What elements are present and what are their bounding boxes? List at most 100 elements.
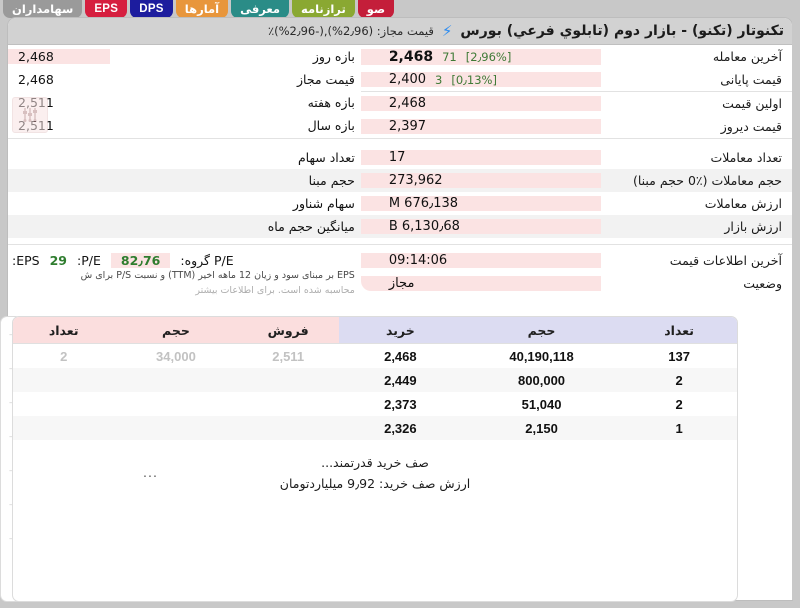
cell-sell-count [13,416,115,440]
header-buy-price[interactable]: خرید [338,317,462,344]
cell-buy-price: 2,326 [338,416,462,440]
value-text: 17 [388,150,406,165]
header-buy-volume[interactable]: حجم [461,317,622,344]
row-year-range: بازه سال 2,511 [8,114,361,137]
row-value: 2,468 [8,49,111,64]
value-text: 273,962 [388,173,443,188]
row-value: مجاز [360,276,601,291]
table-row[interactable]: 2 800,000 2,449 [13,368,737,392]
tab-statistics[interactable]: آمارها [175,0,229,18]
buy-queue-message: صف خرید قدرتمند... ارزش صف خرید: 9٫92 می… [13,440,737,501]
row-value: 6,130٫68 B [360,219,601,234]
table-row[interactable]: 137 40,190,118 2,468 2,511 34,000 2 [13,344,737,369]
row-label: حجم معاملات (٪0 حجم مبنا) [632,173,782,188]
cell-sell-volume [114,392,237,416]
cell-buy-count: 137 [668,348,690,364]
row-allowed-price: قیمت مجاز 2,468 [8,68,361,91]
value-text: 6,130٫68 B [388,219,460,234]
eps-value: 29 [49,253,68,268]
divider [8,244,792,245]
queue-line-1: صف خرید قدرتمند... [321,455,429,470]
pe-value: 82٫76 [110,253,171,268]
row-trade-value: ارزش معاملات 676٫138 M [360,192,792,215]
shares-column: تعداد سهام حجم مبنا سهام شناور میانگین ح… [8,146,361,238]
cell-buy-volume: 51,040 [521,396,562,412]
row-value: 2,468 [18,72,54,87]
row-trade-count: تعداد معاملات 17 [360,146,792,169]
row-value: 676٫138 M [360,196,601,211]
orderbook-panel: تعداد حجم خرید فروش حجم تعداد 137 40,190,… [12,316,738,602]
eps-label: EPS: [12,253,40,268]
price-value: 2,397 [388,119,427,134]
price-range-block: آخرین معامله [2٫96%] 71 2,468 قیمت پایان… [8,45,792,138]
tick-mark: – [9,533,13,543]
row-label: قیمت مجاز [296,72,355,87]
row-market-cap: ارزش بازار 6,130٫68 B [360,215,792,238]
tick-mark: – [9,431,13,441]
queue-line-2: ارزش صف خرید: 9٫92 میلیاردتومان [279,476,471,492]
value-text: 09:14:06 [388,253,448,268]
row-value: 17 [360,150,601,165]
row-yesterday-price: قیمت دیروز 2,397 [360,115,792,138]
pe-metrics-line: EPS: 29 P/E: 82٫76 P/E گروه: [12,253,355,268]
divider [360,91,792,92]
row-label: قیمت دیروز [720,119,782,134]
vertical-scrollbar[interactable] [792,18,800,600]
row-label: تعداد معاملات [710,150,782,165]
row-value: 273,962 [360,173,601,188]
tab-introduction[interactable]: معرفی [231,0,290,18]
equalizer-icon[interactable] [12,97,49,133]
tab-dps[interactable]: DPS [130,0,173,18]
row-value: 2,468 [360,96,601,111]
row-month-avg-volume: میانگین حجم ماه [8,215,361,238]
top-tab-strip: سهامداران EPS DPS آمارها معرفی ترازنامه صو [0,0,800,18]
orderbook-table: تعداد حجم خرید فروش حجم تعداد 137 40,190,… [13,317,737,440]
cell-buy-volume: 40,190,118 [509,348,574,364]
row-status: وضعیت مجاز [360,272,792,295]
row-closing-price: قیمت پایانی [0٫13%] 3 2,400 [360,68,792,91]
row-first-price: اولین قیمت 2,468 [360,92,792,115]
allowed-price-range: قیمت مجاز: (2٫96%),(-2٫96%)٪ [267,24,434,38]
status-pe-block: آخرین اطلاعات قیمت 09:14:06 وضعیت مجاز E… [8,249,792,298]
header-sell-volume[interactable]: حجم [114,317,238,344]
window-titlebar: تکنوتار (تکنو) - بازار دوم (تابلوي فرعي)… [8,18,792,45]
tab-income-statement[interactable]: صو [357,0,395,18]
table-row[interactable]: 1 2,150 2,326 [13,416,737,440]
pe-label: P/E: [77,253,101,268]
row-label: بازه روز [312,49,355,64]
row-trade-volume: حجم معاملات (٪0 حجم مبنا) 273,962 [360,169,792,192]
volume-shares-block: تعداد معاملات 17 حجم معاملات (٪0 حجم مبن… [8,146,792,238]
cell-sell-count [13,368,115,392]
row-value: 09:14:06 [360,253,601,268]
queue-dots[interactable]: ... [143,465,158,480]
row-last-trade: آخرین معامله [2٫96%] 71 2,468 [360,45,792,68]
value-text: مجاز [388,276,415,291]
row-label: آخرین معامله [712,49,782,64]
tab-shareholders[interactable]: سهامداران [3,0,83,18]
row-share-count: تعداد سهام [8,146,361,169]
divider [8,138,792,139]
row-label: سهام شناور [292,196,355,211]
row-label: ارزش معاملات [704,196,782,211]
tab-eps[interactable]: EPS [85,0,128,18]
bolt-icon: ⚡ [441,21,453,40]
row-base-volume: حجم مبنا [8,169,361,192]
table-row[interactable]: 2 51,040 2,373 [13,392,737,416]
row-label: میانگین حجم ماه [267,219,355,234]
orderbook-header-row: تعداد حجم خرید فروش حجم تعداد [13,317,737,344]
row-label: اولین قیمت [722,96,782,111]
change-percent: [2٫96%] [465,49,512,64]
tab-balance-sheet[interactable]: ترازنامه [292,0,355,18]
price-value: 2,468 [388,48,434,65]
tick-mark: – [9,499,13,509]
price-value: 2,400 [388,72,427,87]
header-buy-count[interactable]: تعداد [621,317,737,344]
change-amount: 71 [442,49,457,64]
tick-mark: – [9,329,13,339]
header-sell-price[interactable]: فروش [237,317,339,344]
header-sell-count[interactable]: تعداد [13,317,115,344]
row-label: آخرین اطلاعات قیمت [669,253,782,268]
cell-buy-price: 2,468 [384,348,417,364]
cell-buy-count: 2 [621,368,737,392]
row-label: قیمت پایانی [720,72,782,87]
